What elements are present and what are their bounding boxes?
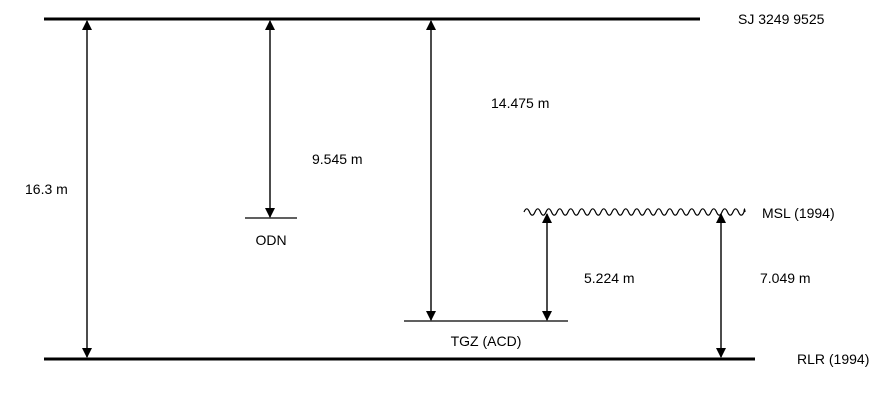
measurement-benchmark-to-tgz: 14.475 m — [491, 95, 549, 111]
rlr-label: RLR (1994) — [797, 351, 869, 367]
msl-label: MSL (1994) — [762, 205, 835, 221]
odn-label: ODN — [255, 232, 286, 248]
benchmark-label: SJ 3249 9525 — [738, 11, 825, 27]
measurement-msl-to-rlr: 7.049 m — [760, 270, 811, 286]
measurement-benchmark-to-rlr: 16.3 m — [25, 181, 68, 197]
msl-wavy-line — [523, 208, 746, 216]
measurement-benchmark-to-odn: 9.545 m — [312, 151, 363, 167]
measurement-msl-to-tgz: 5.224 m — [584, 270, 635, 286]
tgz-label: TGZ (ACD) — [451, 333, 522, 349]
